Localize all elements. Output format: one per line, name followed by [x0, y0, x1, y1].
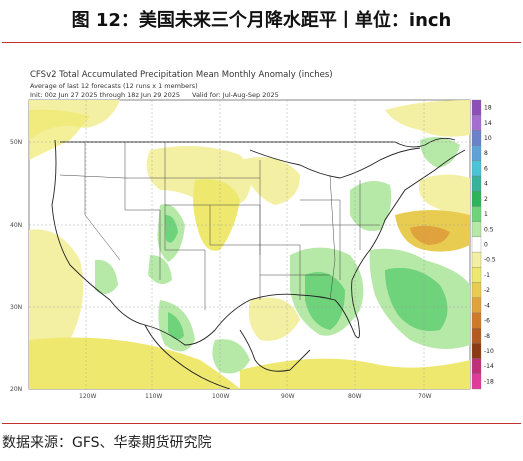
lon-label-80w: 80W [348, 393, 362, 400]
legend-swatch [471, 115, 482, 131]
legend-swatch [471, 191, 482, 207]
lon-label-90w: 90W [281, 393, 295, 400]
legend-swatch [471, 282, 482, 298]
legend-label: 0.5 [484, 226, 494, 233]
legend-label: 6 [484, 165, 488, 172]
legend-label: 2 [484, 196, 488, 203]
legend-swatch [471, 236, 482, 253]
legend-label: 1 [484, 211, 488, 218]
lat-label-40n: 40N [10, 222, 22, 229]
legend-label: -0.5 [484, 257, 496, 264]
legend-swatch [471, 130, 482, 146]
map-init-time: Init: 00z Jun 27 2025 through 18z Jun 29… [30, 91, 180, 99]
legend-label: -6 [484, 318, 490, 325]
legend-label: -4 [484, 302, 490, 309]
legend-label: 18 [484, 105, 492, 112]
legend-label: -8 [484, 333, 490, 340]
lat-label-50n: 50N [10, 139, 22, 146]
lon-label-100w: 100W [212, 393, 229, 400]
legend-swatch [471, 251, 482, 268]
legend-label: 4 [484, 181, 488, 188]
color-legend: 18 14 10 8 6 4 2 1 0.5 0 -0.5 -1 -2 -4 -6 -8 -10 -14 -18 [471, 99, 496, 390]
legend-label: 8 [484, 150, 488, 157]
legend-label: -10 [484, 348, 494, 355]
legend-swatch [471, 373, 482, 390]
precipitation-anomaly-map: CFSv2 Total Accumulated Precipitation Me… [10, 70, 496, 400]
lon-label-70w: 70W [418, 393, 432, 400]
map-subheading: Average of last 12 forecasts (12 runs x … [30, 82, 198, 90]
legend-label: 10 [484, 135, 492, 142]
legend-swatch [471, 99, 482, 116]
legend-swatch [471, 343, 482, 359]
title-divider [2, 42, 521, 43]
legend-label: -18 [484, 378, 494, 385]
legend-swatch [471, 312, 482, 329]
figure-title: 图 12：美国未来三个月降水距平丨单位：inch [71, 10, 452, 31]
legend-swatch [471, 297, 482, 314]
coastlines [51, 137, 466, 389]
lat-label-30n: 30N [10, 304, 22, 311]
state-borders [59, 142, 380, 310]
legend-label: -14 [484, 363, 494, 370]
source-divider [2, 423, 521, 424]
legend-swatch [471, 206, 482, 222]
legend-label: -1 [484, 272, 490, 279]
legend-label: 14 [484, 120, 492, 127]
map-heading: CFSv2 Total Accumulated Precipitation Me… [30, 70, 333, 80]
graticule [29, 100, 470, 389]
legend-label: -2 [484, 287, 490, 294]
legend-swatch [471, 160, 482, 177]
legend-swatch [471, 267, 482, 283]
legend-swatch [471, 145, 482, 161]
map-valid-period: Valid for: Jul-Aug-Sep 2025 [192, 91, 279, 99]
legend-swatch [471, 358, 482, 374]
legend-swatch [471, 175, 482, 192]
legend-label: 0 [484, 242, 488, 249]
legend-swatch [471, 221, 482, 238]
lon-label-110w: 110W [145, 393, 162, 400]
anomaly-shading [29, 100, 470, 389]
lat-label-20n: 20N [10, 386, 22, 393]
lon-label-120w: 120W [79, 393, 96, 400]
legend-swatch [471, 328, 482, 344]
data-source: 数据来源：GFS、华泰期货研究院 [2, 435, 212, 451]
